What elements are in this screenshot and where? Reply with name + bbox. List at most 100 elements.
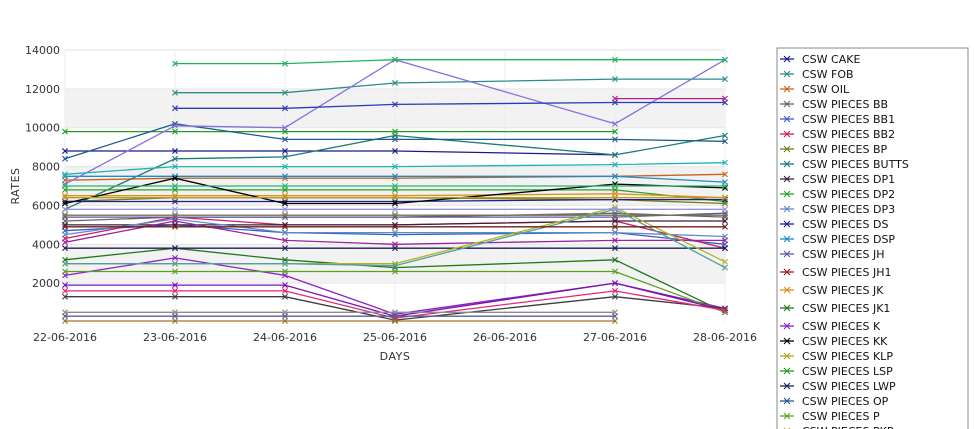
data-point-marker	[282, 60, 288, 67]
data-point-marker	[62, 239, 68, 246]
data-point-marker	[612, 128, 618, 135]
series-path	[65, 296, 726, 321]
legend-label: CSW PIECES P	[802, 410, 880, 423]
data-point-marker	[612, 76, 618, 83]
data-point-marker	[282, 237, 288, 244]
legend-item: CSW PIECES LWP	[780, 380, 896, 393]
legend-label: CSW PIECES JK1	[802, 302, 890, 315]
data-point-marker	[392, 194, 398, 201]
data-point-marker	[612, 287, 618, 294]
data-point-marker	[172, 60, 178, 67]
data-point-marker	[392, 101, 398, 108]
legend-item: CSW PIECES OP	[780, 395, 889, 408]
legend-item: CSW PIECES DSP	[780, 233, 895, 246]
data-point-marker	[282, 212, 288, 219]
data-point-marker	[722, 76, 728, 83]
data-point-marker	[612, 280, 618, 287]
data-point-marker	[282, 293, 288, 300]
data-point-marker	[282, 268, 288, 275]
data-point-marker	[172, 223, 178, 230]
legend-label: CSW PIECES DP2	[802, 188, 895, 201]
data-point-marker	[172, 318, 178, 325]
series-line	[62, 313, 618, 320]
legend-swatch-marker	[783, 397, 791, 405]
legend-swatch-marker	[783, 100, 791, 108]
legend-swatch-marker	[783, 220, 791, 228]
y-tick-label: 14000	[25, 44, 60, 57]
data-point-marker	[282, 313, 288, 320]
legend-label: CSW PIECES PKP	[802, 425, 894, 429]
data-point-marker	[62, 231, 68, 238]
data-point-marker	[722, 194, 728, 201]
legend-swatch-marker	[783, 382, 791, 390]
data-point-marker	[722, 56, 728, 63]
legend-label: CSW FOB	[802, 68, 854, 81]
legend-label: CSW PIECES JH1	[802, 266, 892, 279]
data-point-marker	[722, 264, 728, 271]
legend-label: CSW PIECES K	[802, 320, 881, 333]
legend-label: CSW PIECES LSP	[802, 365, 893, 378]
data-point-marker	[612, 183, 618, 189]
data-point-marker	[172, 212, 178, 219]
legend-item: CSW PIECES JK	[780, 284, 884, 297]
y-tick-label: 4000	[32, 238, 60, 251]
legend-item: CSW PIECES P	[780, 410, 880, 423]
series-path	[64, 123, 726, 160]
y-tick-label: 10000	[25, 122, 60, 135]
legend-item: CSW PIECES BUTTS	[780, 158, 909, 171]
legend-item: CSW PIECES BB1	[780, 113, 895, 126]
data-point-marker	[392, 313, 398, 320]
data-point-marker	[172, 183, 178, 189]
series-path	[65, 175, 726, 183]
legend-swatch-marker	[783, 352, 791, 360]
legend-label: CSW PIECES BP	[802, 143, 888, 156]
data-point-marker	[392, 148, 398, 155]
data-point-marker	[612, 95, 618, 102]
data-point-marker	[62, 155, 68, 162]
legend-item: CSW PIECES BP	[780, 143, 888, 156]
data-point-marker	[62, 171, 68, 178]
legend-item: CSW PIECES BB	[780, 98, 888, 111]
x-tick-label: 25-06-2016	[363, 331, 427, 344]
data-point-marker	[612, 237, 618, 244]
series-path	[65, 189, 726, 203]
data-point-marker	[62, 183, 68, 189]
data-point-marker	[62, 282, 68, 289]
data-point-marker	[172, 268, 178, 275]
legend-label: CSW PIECES JK	[802, 284, 884, 297]
series-path	[64, 58, 726, 185]
data-point-marker	[282, 223, 288, 230]
data-point-marker	[392, 136, 398, 143]
data-point-marker	[62, 313, 68, 320]
data-point-marker	[172, 128, 178, 135]
data-point-marker	[612, 56, 618, 63]
legend-swatch-marker	[783, 160, 791, 168]
series-path	[64, 224, 726, 245]
data-point-marker	[612, 120, 618, 127]
legend-item: CSW PIECES BB2	[780, 128, 895, 141]
series-path	[64, 173, 726, 181]
series-line	[62, 183, 728, 189]
legend-swatch-marker	[783, 322, 791, 330]
data-point-marker	[282, 206, 288, 213]
legend-label: CSW PIECES BB	[802, 98, 888, 111]
series-layer	[62, 56, 728, 325]
series-path	[65, 198, 725, 203]
x-axis: 22-06-2016 23-06-2016 24-06-2016 25-06-2016…	[33, 331, 757, 344]
data-point-marker	[282, 124, 288, 131]
legend-swatch-marker	[783, 286, 791, 294]
data-point-marker	[722, 237, 728, 244]
data-point-marker	[612, 256, 618, 263]
data-point-marker	[722, 159, 728, 166]
legend-label: CSW PIECES OP	[802, 395, 889, 408]
data-point-marker	[62, 293, 68, 300]
data-point-marker	[282, 163, 288, 170]
legend-swatch-marker	[783, 130, 791, 138]
legend-label: CSW PIECES DSP	[802, 233, 895, 246]
legend-label: CSW PIECES BB2	[802, 128, 895, 141]
series-line	[62, 223, 728, 230]
legend-item: CSW PIECES LSP	[780, 365, 893, 378]
legend-swatch-marker	[783, 85, 791, 93]
data-point-marker	[722, 138, 728, 145]
